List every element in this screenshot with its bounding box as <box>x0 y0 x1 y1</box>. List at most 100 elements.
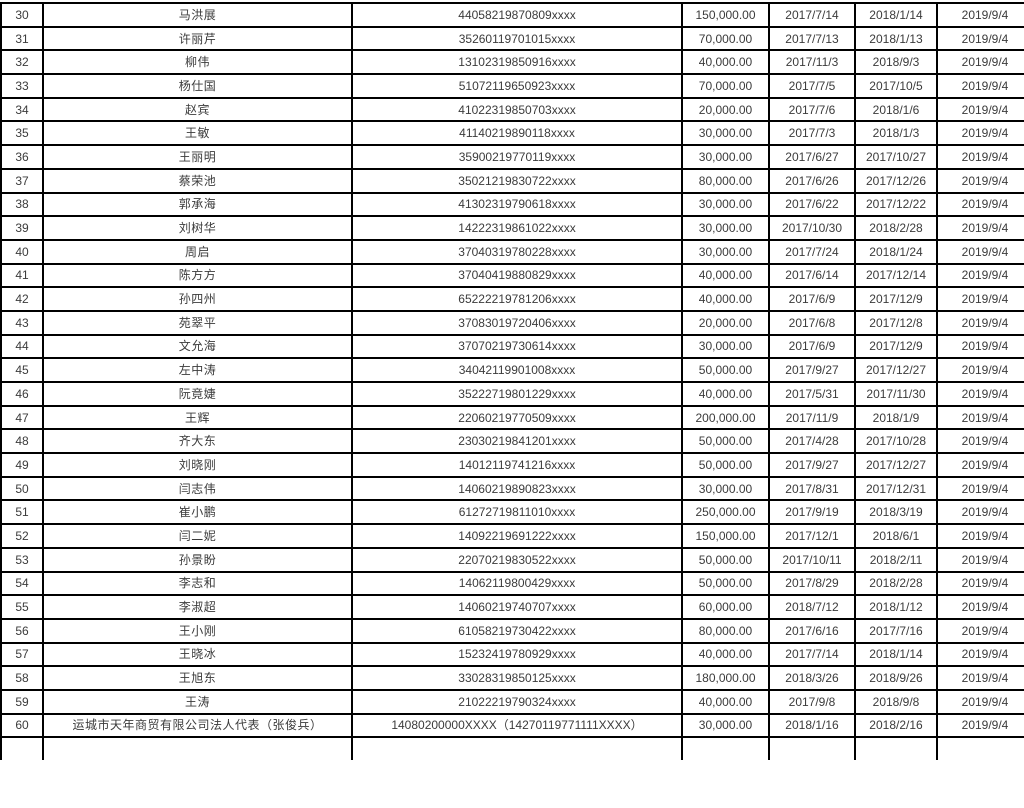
cell-id-number: 34042119901008xxxx <box>351 357 683 383</box>
cell-date-3: 2019/9/4 <box>936 333 1024 360</box>
cell-date-1: 2017/6/9 <box>768 333 856 360</box>
cell-person-name: 齐大东 <box>42 428 353 455</box>
cell-row-number: 58 <box>0 665 44 691</box>
cell-row-number: 45 <box>0 357 44 383</box>
cell-date-3: 2019/9/4 <box>936 120 1024 147</box>
cell-row-number: 54 <box>0 570 44 597</box>
cell-date-3: 2019/9/4 <box>936 428 1024 455</box>
cell-date-1: 2017/7/3 <box>768 120 856 147</box>
cell-date-2: 2018/9/26 <box>854 665 938 691</box>
cell-amount: 40,000.00 <box>681 286 770 312</box>
table-row: 32 柳伟 13102319850916xxxx 40,000.00 2017/… <box>0 49 1024 76</box>
cell-person-name: 崔小鹏 <box>42 499 353 526</box>
cell-date-3: 2019/9/4 <box>936 594 1024 620</box>
cell-date-3: 2019/9/4 <box>936 73 1024 99</box>
cell-date-2: 2018/2/28 <box>854 215 938 241</box>
cell-amount: 50,000.00 <box>681 452 770 478</box>
cell-id-number: 61272719811010xxxx <box>351 499 683 526</box>
cell-id-number: 15232419780929xxxx <box>351 641 683 668</box>
ledger-table-body: 30 马洪展 44058219870809xxxx 150,000.00 201… <box>0 2 1024 760</box>
table-row: 57 王晓冰 15232419780929xxxx 40,000.00 2017… <box>0 641 1024 668</box>
cell-amount: 60,000.00 <box>681 594 770 620</box>
cell-date-2: 2018/1/13 <box>854 25 938 52</box>
cell-row-number: 59 <box>0 688 44 715</box>
cell-person-name <box>42 736 353 760</box>
cell-date-2: 2018/2/16 <box>854 712 938 739</box>
cell-date-1: 2018/1/16 <box>768 712 856 739</box>
table-row: 41 陈方方 37040419880829xxxx 40,000.00 2017… <box>0 262 1024 289</box>
cell-date-2: 2017/12/26 <box>854 167 938 194</box>
cell-id-number: 35222719801229xxxx <box>351 381 683 407</box>
cell-date-2: 2018/1/3 <box>854 120 938 147</box>
cell-row-number: 49 <box>0 452 44 478</box>
cell-date-1: 2017/10/30 <box>768 215 856 241</box>
table-row: 49 刘晓刚 14012119741216xxxx 50,000.00 2017… <box>0 452 1024 478</box>
table-row: 58 王旭东 33028319850125xxxx 180,000.00 201… <box>0 665 1024 691</box>
cell-id-number: 14012119741216xxxx <box>351 452 683 478</box>
table-row: 50 闫志伟 14060219890823xxxx 30,000.00 2017… <box>0 475 1024 502</box>
cell-date-3: 2019/9/4 <box>936 25 1024 52</box>
cell-date-3: 2019/9/4 <box>936 286 1024 312</box>
cell-row-number: 44 <box>0 333 44 360</box>
cell-date-1: 2017/6/22 <box>768 191 856 218</box>
cell-person-name: 陈方方 <box>42 262 353 289</box>
cell-id-number: 44058219870809xxxx <box>351 2 683 28</box>
cell-person-name: 马洪展 <box>42 2 353 28</box>
cell-person-name: 周启 <box>42 238 353 265</box>
cell-date-2: 2017/12/27 <box>854 452 938 478</box>
cell-amount: 30,000.00 <box>681 333 770 360</box>
cell-date-1: 2017/9/8 <box>768 688 856 715</box>
cell-amount: 180,000.00 <box>681 665 770 691</box>
cell-date-2 <box>854 736 938 760</box>
cell-date-2: 2018/1/14 <box>854 2 938 28</box>
table-row: 30 马洪展 44058219870809xxxx 150,000.00 201… <box>0 2 1024 28</box>
cell-row-number: 31 <box>0 25 44 52</box>
cell-person-name: 闫志伟 <box>42 475 353 502</box>
cell-amount <box>681 736 770 760</box>
cell-date-2: 2018/1/14 <box>854 641 938 668</box>
cell-row-number: 42 <box>0 286 44 312</box>
cell-person-name: 苑翠平 <box>42 309 353 336</box>
cell-date-2: 2018/1/24 <box>854 238 938 265</box>
cell-date-1 <box>768 736 856 760</box>
cell-id-number: 61058219730422xxxx <box>351 617 683 644</box>
cell-amount: 40,000.00 <box>681 641 770 668</box>
cell-date-3: 2019/9/4 <box>936 499 1024 526</box>
cell-date-3: 2019/9/4 <box>936 381 1024 407</box>
cell-person-name: 运城市天年商贸有限公司法人代表（张俊兵） <box>42 712 353 739</box>
table-row: 53 孙景盼 22070219830522xxxx 50,000.00 2017… <box>0 546 1024 573</box>
cell-amount: 250,000.00 <box>681 499 770 526</box>
cell-amount: 40,000.00 <box>681 688 770 715</box>
cell-date-3: 2019/9/4 <box>936 665 1024 691</box>
cell-id-number: 14092219691222xxxx <box>351 523 683 549</box>
cell-date-3: 2019/9/4 <box>936 238 1024 265</box>
cell-date-1: 2017/9/19 <box>768 499 856 526</box>
cell-date-2: 2017/12/22 <box>854 191 938 218</box>
cell-id-number: 37040419880829xxxx <box>351 262 683 289</box>
cell-person-name: 闫二妮 <box>42 523 353 549</box>
cell-amount: 200,000.00 <box>681 404 770 431</box>
cell-amount: 30,000.00 <box>681 238 770 265</box>
table-row: 40 周启 37040319780228xxxx 30,000.00 2017/… <box>0 238 1024 265</box>
cell-date-3: 2019/9/4 <box>936 404 1024 431</box>
cell-person-name: 李淑超 <box>42 594 353 620</box>
cell-date-3: 2019/9/4 <box>936 309 1024 336</box>
table-row: 51 崔小鹏 61272719811010xxxx 250,000.00 201… <box>0 499 1024 526</box>
ledger-table: 30 马洪展 44058219870809xxxx 150,000.00 201… <box>0 2 1024 760</box>
cell-date-1: 2018/7/12 <box>768 594 856 620</box>
cell-row-number: 39 <box>0 215 44 241</box>
cell-id-number: 21022219790324xxxx <box>351 688 683 715</box>
cell-date-2: 2017/12/27 <box>854 357 938 383</box>
cell-id-number: 13102319850916xxxx <box>351 49 683 76</box>
table-row: 52 闫二妮 14092219691222xxxx 150,000.00 201… <box>0 523 1024 549</box>
table-row: 60 运城市天年商贸有限公司法人代表（张俊兵） 14080200000XXXX（… <box>0 712 1024 739</box>
cell-person-name: 赵宾 <box>42 96 353 123</box>
cell-id-number: 23030219841201xxxx <box>351 428 683 455</box>
table-row: 56 王小刚 61058219730422xxxx 80,000.00 2017… <box>0 617 1024 644</box>
cell-id-number: 37040319780228xxxx <box>351 238 683 265</box>
cell-row-number: 40 <box>0 238 44 265</box>
cell-id-number: 14060219890823xxxx <box>351 475 683 502</box>
cell-amount: 30,000.00 <box>681 475 770 502</box>
cell-date-1: 2017/7/24 <box>768 238 856 265</box>
cell-person-name: 王小刚 <box>42 617 353 644</box>
